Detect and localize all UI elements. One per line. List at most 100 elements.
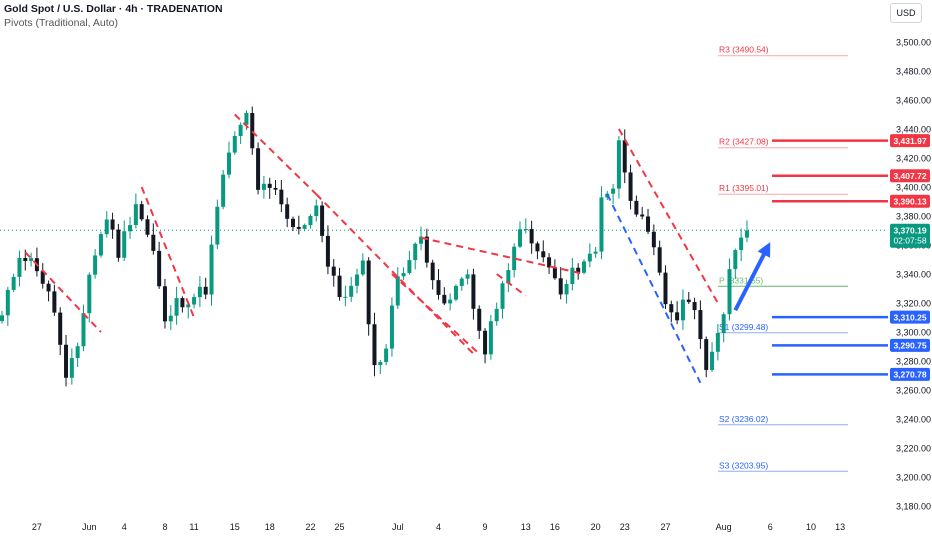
candle-up <box>599 197 604 252</box>
x-tick-label: 13 <box>521 522 531 532</box>
upward-arrow[interactable] <box>733 242 771 312</box>
candle-up <box>192 297 197 305</box>
candle-up <box>739 237 744 251</box>
candle-down <box>320 205 325 236</box>
price-axis-tags: 3,431.97 3,407.72 3,390.13 3,310.25 3,290.75… <box>890 134 930 381</box>
candle-up <box>81 313 86 347</box>
candle-down <box>291 218 295 227</box>
candle-up <box>133 204 138 226</box>
candle-up <box>349 285 354 297</box>
y-tick-label: 3,220.00 <box>896 444 931 454</box>
candle-down <box>529 229 534 244</box>
candle-up <box>523 229 528 231</box>
candle-up <box>87 274 92 314</box>
x-tick-label: Jun <box>82 522 97 532</box>
candlestick-series <box>0 106 749 387</box>
candle-down <box>296 226 301 229</box>
candle-down <box>541 251 546 258</box>
x-tick-label: 6 <box>768 522 773 532</box>
candle-down <box>180 298 185 308</box>
candle-up <box>226 152 231 175</box>
candle-down <box>692 302 697 311</box>
x-tick-label: 20 <box>591 522 601 532</box>
y-tick-label: 3,300.00 <box>896 328 931 338</box>
projection-arrow[interactable] <box>733 242 771 312</box>
x-tick-label: 4 <box>122 522 127 532</box>
candle-down <box>110 219 115 230</box>
x-tick-label: 27 <box>660 522 670 532</box>
candle-up <box>506 270 511 284</box>
candle-down <box>162 286 167 322</box>
resistance-trendline[interactable] <box>618 128 719 304</box>
resistance-trendline[interactable] <box>420 236 585 275</box>
candle-down <box>442 294 447 304</box>
pivot-p-label: P (3331.55) <box>719 275 763 285</box>
x-axis-labels: 27 Jun 4 8 11 15 18 22 25 Jul 4 9 13 16 20 23 27 Aug 6 10 13 <box>32 522 845 532</box>
candle-down <box>622 140 627 173</box>
resistance-trendline[interactable] <box>24 251 102 333</box>
candle-up <box>11 276 16 290</box>
candle-up <box>721 314 726 334</box>
candle-up <box>186 304 191 308</box>
resistance-trendline[interactable] <box>315 193 475 355</box>
support-level-tag <box>890 310 930 324</box>
candle-down <box>640 214 645 217</box>
candle-up <box>5 289 10 316</box>
x-tick-label: 9 <box>483 522 488 532</box>
x-tick-label: 10 <box>806 522 816 532</box>
candle-up <box>314 205 319 216</box>
pivot-r1-label: R1 (3395.01) <box>719 183 769 193</box>
pivot-s1-label: S1 (3299.48) <box>719 322 768 332</box>
candle-down <box>256 148 261 190</box>
candle-up <box>215 206 220 245</box>
candle-down <box>552 267 557 279</box>
candle-up <box>587 253 592 262</box>
y-tick-label: 3,500.00 <box>896 38 931 48</box>
candle-up <box>512 246 517 271</box>
y-tick-label: 3,420.00 <box>896 154 931 164</box>
candle-down <box>64 344 69 378</box>
candle-up <box>593 251 598 254</box>
candle-down <box>366 260 371 325</box>
candle-down <box>331 266 336 276</box>
candle-up <box>98 234 103 256</box>
candle-up <box>733 250 738 270</box>
pivot-levels: R3 (3490.54) R2 (3427.08) R1 (3395.01) P (3… <box>718 45 848 472</box>
candle-down <box>483 330 488 355</box>
candle-up <box>29 258 34 262</box>
candle-up <box>384 348 389 363</box>
candle-up <box>355 274 360 286</box>
horizontal-levels[interactable] <box>772 139 888 376</box>
trendlines[interactable] <box>24 113 719 384</box>
candle-up <box>308 215 313 226</box>
candle-down <box>23 257 28 262</box>
indicator-legend[interactable]: Pivots (Traditional, Auto) <box>4 17 118 29</box>
resistance-level-tag <box>890 194 930 208</box>
x-tick-label: Jul <box>392 522 404 532</box>
support-level-tag-label: 3,290.75 <box>893 341 926 351</box>
candle-down <box>151 234 156 251</box>
y-tick-label: 3,260.00 <box>896 386 931 396</box>
resistance-trendline[interactable] <box>140 186 195 318</box>
current-price-tag <box>890 223 930 248</box>
candle-up <box>360 260 365 275</box>
candle-down <box>646 216 651 232</box>
candle-down <box>669 304 674 313</box>
candle-up <box>343 296 348 298</box>
candle-down <box>139 204 144 220</box>
candle-down <box>273 187 278 190</box>
currency-button[interactable]: USD <box>890 3 922 23</box>
candle-up <box>389 305 394 349</box>
resistance-trendline[interactable] <box>391 273 480 355</box>
candle-up <box>378 362 383 366</box>
resistance-level-tag-label: 3,407.72 <box>893 171 926 181</box>
y-tick-label: 3,440.00 <box>896 125 931 135</box>
candle-down <box>558 278 563 295</box>
price-axis[interactable]: 3,180.00 3,200.00 3,220.00 3,240.00 3,260.00… <box>896 38 931 512</box>
candle-up <box>570 267 575 284</box>
candle-down <box>628 172 633 201</box>
candle-down <box>279 189 284 205</box>
resistance-trendline[interactable] <box>496 273 527 297</box>
support-trendline[interactable] <box>606 193 702 384</box>
